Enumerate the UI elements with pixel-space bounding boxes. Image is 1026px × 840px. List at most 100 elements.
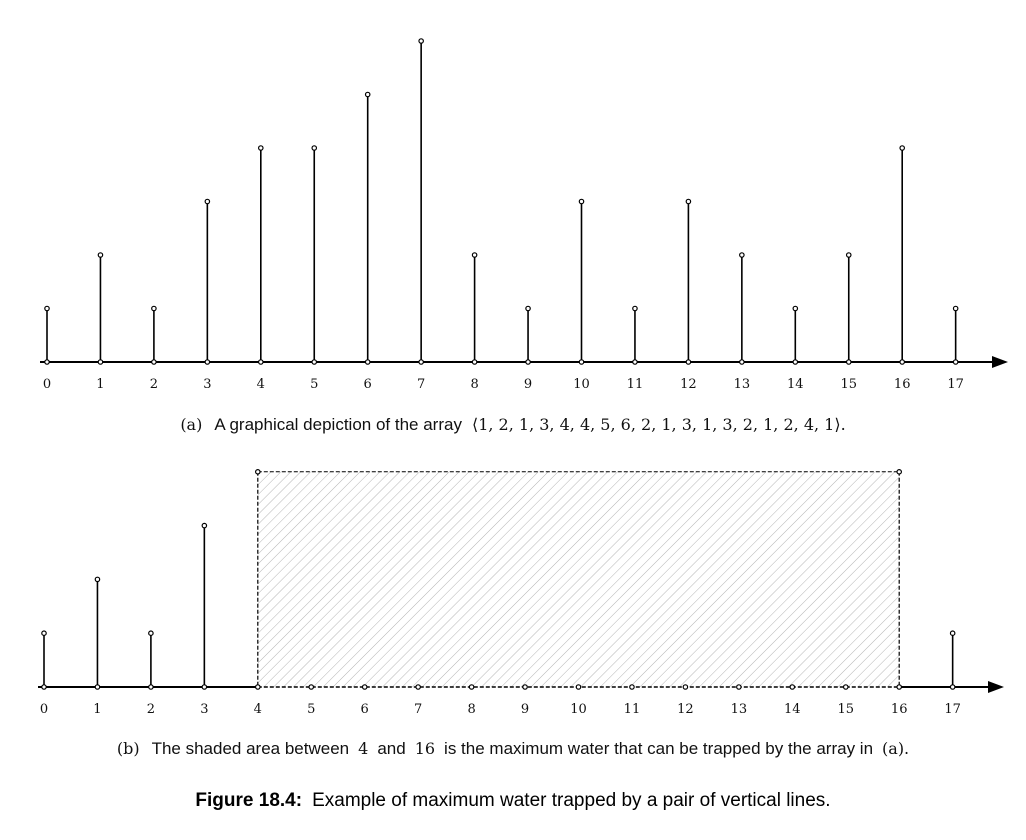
- chart-b-tick-label-17: 17: [944, 702, 961, 717]
- chart-a-tick-label-7: 7: [417, 377, 425, 392]
- chart-a-bar-base-14: [792, 359, 799, 365]
- chart-b-bar-top-17: [949, 630, 956, 637]
- chart-a-bar-top-6: [364, 91, 371, 98]
- chart-b-bar-base-0: [41, 684, 47, 690]
- chart-b-shaded-area: [257, 471, 900, 687]
- chart-a-tick-label-6: 6: [364, 377, 372, 392]
- figure-label: Figure 18.4:: [195, 790, 302, 811]
- caption-b-text-3: is the maximum water that can be trapped…: [444, 739, 873, 758]
- chart-a-bar-top-10: [578, 198, 585, 205]
- figure-text: Example of maximum water trapped by a pa…: [312, 790, 831, 811]
- chart-a-bar-base-2: [151, 359, 157, 365]
- caption-a: (a) A graphical depiction of the array ⟨…: [180, 415, 845, 434]
- chart-a-tick-label-5: 5: [310, 377, 318, 392]
- chart-a-bar-top-7: [418, 38, 424, 44]
- chart-a-bar-top-15: [845, 252, 852, 258]
- chart-a-bar-base-9: [525, 359, 531, 365]
- chart-a-bar-base-11: [632, 359, 638, 365]
- chart-b-bar-base-6: [361, 684, 368, 690]
- chart-b-bar-base-11: [629, 684, 635, 690]
- chart-a-tick-label-3: 3: [203, 377, 211, 392]
- chart-b-bar-base-12: [682, 684, 689, 690]
- chart-a-bar-top-8: [471, 252, 478, 258]
- chart-a-tick-label-1: 1: [96, 377, 104, 392]
- chart-b-bar-base-8: [468, 684, 475, 690]
- chart-b-bar-base-1: [94, 684, 101, 690]
- figure-caption: Figure 18.4: Example of maximum water tr…: [195, 790, 830, 811]
- chart-b-tick-label-15: 15: [837, 702, 854, 717]
- chart-a-bar-top-3: [204, 198, 211, 205]
- chart-b-bar-top-4: [254, 468, 261, 475]
- chart-b-bar-base-14: [789, 684, 796, 690]
- chart-b-tick-label-16: 16: [891, 702, 908, 717]
- chart-a-bar-base-1: [97, 359, 104, 365]
- chart-a-bar-top-1: [97, 252, 104, 258]
- chart-a-bar-base-4: [257, 359, 264, 365]
- chart-a-tick-label-8: 8: [470, 377, 478, 392]
- chart-a-bar-base-15: [845, 359, 852, 365]
- chart-b: 0 1 2 3 4 5 6 7 8 9 10 11 12 13 14 15 16 17: [38, 468, 1004, 717]
- chart-a-tick-label-12: 12: [680, 377, 697, 392]
- chart-b-tick-label-14: 14: [784, 702, 801, 717]
- chart-a-bar-top-4: [257, 145, 264, 151]
- chart-a-bar-base-16: [899, 359, 906, 365]
- chart-a-tick-label-0: 0: [43, 377, 51, 392]
- chart-a-bar-base-13: [739, 359, 745, 365]
- chart-a-bar-top-13: [739, 252, 745, 258]
- caption-b-ref: (a).: [882, 739, 909, 758]
- chart-b-bar-base-4: [254, 684, 261, 690]
- chart-b-bar-base-9: [522, 684, 528, 690]
- chart-b-bar-base-5: [308, 684, 315, 690]
- chart-b-axis-arrow: [988, 681, 1004, 693]
- chart-b-bar-top-0: [41, 630, 47, 637]
- chart-b-bar-base-7: [415, 684, 421, 690]
- chart-b-tick-label-12: 12: [677, 702, 694, 717]
- chart-a-bar-base-12: [685, 359, 692, 365]
- chart-b-tick-label-10: 10: [570, 702, 587, 717]
- chart-a-tick-label-14: 14: [787, 377, 804, 392]
- chart-b-bar-base-3: [201, 684, 208, 690]
- caption-a-label: (a): [180, 415, 202, 434]
- chart-a-bar-base-7: [418, 359, 424, 365]
- chart-a-bar-base-17: [952, 359, 959, 365]
- chart-a-bar-base-10: [578, 359, 585, 365]
- chart-a-tick-label-11: 11: [627, 377, 644, 392]
- chart-a-bar-base-6: [364, 359, 371, 365]
- chart-b-tick-label-1: 1: [93, 702, 101, 717]
- chart-a-tick-label-13: 13: [734, 377, 751, 392]
- chart-b-bar-top-1: [94, 576, 101, 583]
- chart-a-tick-label-15: 15: [840, 377, 857, 392]
- chart-a-bar-top-14: [792, 305, 799, 312]
- chart-b-tick-label-5: 5: [307, 702, 315, 717]
- caption-b-num-2: 16: [415, 739, 435, 758]
- chart-b-bar-top-2: [148, 630, 154, 637]
- chart-b-tick-label-2: 2: [147, 702, 155, 717]
- chart-b-bar-top-3: [201, 522, 208, 529]
- chart-a-bar-top-5: [311, 145, 318, 151]
- chart-b-tick-label-8: 8: [467, 702, 475, 717]
- chart-b-tick-label-13: 13: [731, 702, 748, 717]
- chart-a-bar-base-5: [311, 359, 318, 365]
- chart-b-bar-base-13: [736, 684, 742, 690]
- caption-b-text-1: The shaded area between: [152, 739, 350, 758]
- chart-b-tick-label-6: 6: [361, 702, 369, 717]
- chart-b-bar-base-16: [896, 684, 903, 690]
- chart-b-tick-label-11: 11: [624, 702, 641, 717]
- caption-b: (b) The shaded area between 4 and 16 is …: [117, 739, 909, 758]
- chart-a: 0 1 2 3 4 5 6 7 8 9 10 11 12 13 14 15 16 17: [40, 38, 1008, 392]
- chart-a-tick-label-16: 16: [894, 377, 911, 392]
- chart-a-axis-arrow: [992, 356, 1008, 368]
- chart-b-bar-top-16: [896, 468, 903, 475]
- chart-a-tick-label-9: 9: [524, 377, 532, 392]
- caption-b-text-2: and: [377, 739, 405, 758]
- chart-b-bar-base-15: [842, 684, 849, 690]
- chart-a-bar-top-11: [632, 305, 638, 312]
- chart-b-bar-base-10: [575, 684, 582, 690]
- chart-b-tick-label-0: 0: [40, 702, 48, 717]
- chart-b-tick-label-4: 4: [254, 702, 262, 717]
- chart-b-tick-label-9: 9: [521, 702, 529, 717]
- caption-a-math: ⟨1, 2, 1, 3, 4, 4, 5, 6, 2, 1, 3, 1, 3, …: [472, 415, 846, 434]
- chart-a-tick-label-2: 2: [150, 377, 158, 392]
- chart-a-tick-label-4: 4: [257, 377, 265, 392]
